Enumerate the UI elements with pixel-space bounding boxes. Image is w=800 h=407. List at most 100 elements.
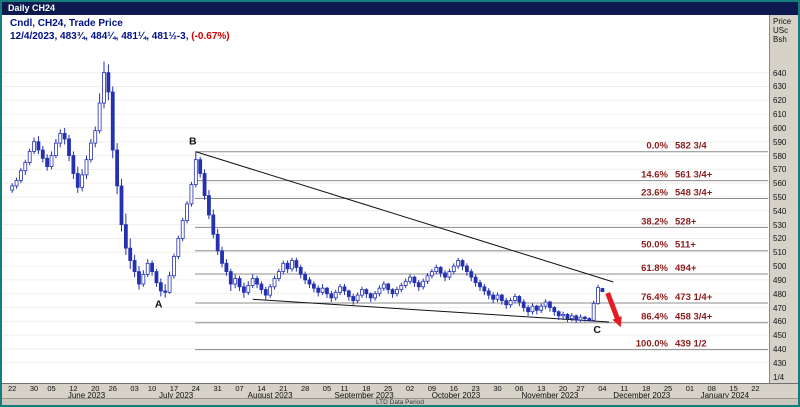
candle[interactable] <box>464 263 469 276</box>
candle[interactable] <box>207 190 211 220</box>
candle[interactable] <box>49 151 54 170</box>
candle[interactable] <box>574 314 579 323</box>
candle[interactable] <box>290 257 294 272</box>
candle[interactable] <box>176 235 181 260</box>
candle[interactable] <box>172 253 176 279</box>
candle[interactable] <box>215 228 220 256</box>
candle[interactable] <box>19 167 23 184</box>
candle[interactable] <box>447 268 452 280</box>
candle[interactable] <box>412 275 417 287</box>
title-bar[interactable]: Daily CH24 <box>2 2 798 15</box>
candle[interactable] <box>399 282 404 293</box>
candle[interactable] <box>478 279 482 291</box>
candle[interactable] <box>482 284 487 296</box>
candle[interactable] <box>10 183 15 193</box>
candle[interactable] <box>534 304 539 315</box>
candle[interactable] <box>530 303 535 315</box>
candle[interactable] <box>333 289 338 301</box>
candle[interactable] <box>351 293 356 305</box>
candle[interactable] <box>62 127 67 145</box>
candle[interactable] <box>499 293 504 305</box>
candle[interactable] <box>281 260 286 275</box>
candle[interactable] <box>246 281 251 296</box>
candle[interactable] <box>565 313 570 323</box>
candle[interactable] <box>115 143 120 195</box>
candle[interactable] <box>123 213 128 256</box>
candle[interactable] <box>473 274 478 287</box>
candle[interactable] <box>40 145 45 163</box>
candle[interactable] <box>421 278 426 290</box>
candle[interactable] <box>45 154 50 171</box>
candle[interactable] <box>578 314 583 323</box>
candle[interactable] <box>167 271 172 294</box>
candle[interactable] <box>128 238 133 269</box>
price-axis[interactable]: Price USc Bsh 640 630 620 610 600 590 580 570 56… <box>769 15 798 383</box>
candle[interactable] <box>237 275 242 291</box>
candle[interactable] <box>27 148 32 166</box>
candle[interactable] <box>298 264 303 279</box>
time-axis[interactable]: 22 30 05 12 20 26 03 10 17 24 31 07 14 21 28 05 11 18 25 02… <box>2 383 798 398</box>
candle[interactable] <box>263 286 268 301</box>
candle[interactable] <box>75 166 80 193</box>
candle[interactable] <box>110 86 115 159</box>
candle[interactable] <box>32 137 36 155</box>
candle[interactable] <box>438 266 443 278</box>
candle[interactable] <box>491 292 496 304</box>
candle[interactable] <box>390 288 395 298</box>
candle[interactable] <box>250 274 255 289</box>
candle[interactable] <box>591 300 596 322</box>
candle[interactable] <box>486 288 491 300</box>
candle[interactable] <box>526 304 530 316</box>
candle[interactable] <box>294 257 299 272</box>
candle[interactable] <box>185 201 189 224</box>
candle[interactable] <box>23 159 28 175</box>
candle[interactable] <box>386 282 391 294</box>
candle[interactable] <box>373 290 377 301</box>
candle[interactable] <box>255 275 259 289</box>
candle[interactable] <box>224 259 229 276</box>
candle[interactable] <box>14 177 19 189</box>
candle[interactable] <box>587 317 592 322</box>
candle[interactable] <box>368 292 373 303</box>
candle[interactable] <box>93 126 98 148</box>
candle[interactable] <box>556 310 561 320</box>
candle[interactable] <box>202 169 207 200</box>
candle[interactable] <box>377 285 382 297</box>
candle[interactable] <box>259 281 264 294</box>
candle[interactable] <box>552 306 557 316</box>
candle[interactable] <box>460 259 465 271</box>
candle[interactable] <box>307 277 312 289</box>
candle[interactable] <box>220 246 224 268</box>
candle[interactable] <box>145 259 150 278</box>
candle[interactable] <box>600 287 605 293</box>
candle[interactable] <box>329 290 334 303</box>
candle[interactable] <box>346 289 351 301</box>
candle[interactable] <box>189 181 194 207</box>
candle[interactable] <box>430 268 434 279</box>
candle[interactable] <box>364 288 369 298</box>
trend-line[interactable] <box>252 298 610 323</box>
candle[interactable] <box>119 179 124 232</box>
candle[interactable] <box>583 315 587 322</box>
candle[interactable] <box>403 278 408 289</box>
candle[interactable] <box>141 270 146 287</box>
candle[interactable] <box>342 284 347 296</box>
candle[interactable] <box>154 268 159 287</box>
candle[interactable] <box>311 281 316 293</box>
candle[interactable] <box>495 292 500 303</box>
candle[interactable] <box>193 151 198 188</box>
candle[interactable] <box>316 285 321 297</box>
candle[interactable] <box>58 129 63 148</box>
candle[interactable] <box>395 286 399 297</box>
candle[interactable] <box>233 274 238 289</box>
candle[interactable] <box>54 138 58 159</box>
candle[interactable] <box>106 64 111 101</box>
candle[interactable] <box>80 169 85 192</box>
candle[interactable] <box>443 270 447 282</box>
candle[interactable] <box>355 292 360 304</box>
candle[interactable] <box>425 272 430 285</box>
candle[interactable] <box>381 281 386 291</box>
candle[interactable] <box>451 263 456 275</box>
candle[interactable] <box>517 295 522 307</box>
candle[interactable] <box>408 274 412 285</box>
